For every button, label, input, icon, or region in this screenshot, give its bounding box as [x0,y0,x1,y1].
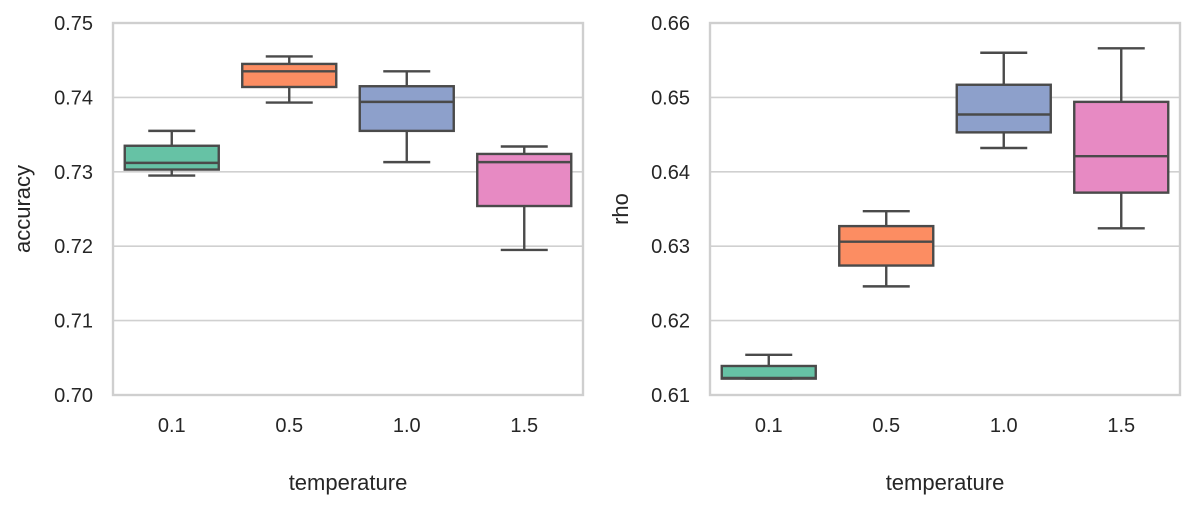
accuracy-xtick-label-0: 0.1 [158,415,186,437]
accuracy-box-0.5 [241,55,338,104]
rho-x-axis-label: temperature [886,470,1005,495]
rho-iqr-box-1.5 [1073,100,1170,194]
rho-iqr-box-0.5 [838,224,935,267]
rho-y-axis-label: rho [608,193,633,225]
rho-xtick-label-2: 1.0 [990,415,1018,437]
rho-iqr-box-1.0 [955,83,1052,134]
accuracy-ytick-label-2: 0.72 [54,236,93,258]
rho-ytick-label-1: 0.62 [651,311,690,333]
accuracy-xtick-label-3: 1.5 [510,415,538,437]
accuracy-iqr-box-0.1 [123,144,220,171]
rho-ytick-label-0: 0.61 [651,385,690,407]
rho-boxplot-panel: 0.61 0.62 0.63 0.64 0.65 0.66 0.1 0.5 1.0 1.5 temp… [608,13,1182,495]
accuracy-iqr-box-0.5 [241,62,338,89]
accuracy-boxplot-panel: 0.70 0.71 0.72 0.73 0.74 0.75 0.1 0.5 1.0 1.5 temp… [10,13,585,495]
rho-xtick-label-1: 0.5 [872,415,900,437]
accuracy-box-1.0 [358,70,455,164]
rho-box-1.0 [955,51,1052,150]
accuracy-xtick-label-2: 1.0 [393,415,421,437]
rho-xtick-label-3: 1.5 [1107,415,1135,437]
rho-box-0.5 [838,210,935,288]
rho-ytick-label-3: 0.64 [651,162,690,184]
rho-ytick-label-4: 0.65 [651,87,690,109]
rho-xtick-label-0: 0.1 [755,415,783,437]
accuracy-xtick-label-1: 0.5 [275,415,303,437]
accuracy-box-1.5 [476,145,573,252]
accuracy-plot-frame [111,21,585,397]
accuracy-ytick-label-1: 0.71 [54,311,93,333]
rho-ytick-label-5: 0.66 [651,13,690,35]
accuracy-iqr-box-1.0 [358,85,455,133]
accuracy-box-0.1 [123,129,220,177]
rho-box-1.5 [1073,47,1170,230]
rho-ytick-label-2: 0.63 [651,236,690,258]
rho-plot-frame [708,21,1182,397]
rho-box-0.1 [720,353,817,380]
accuracy-x-axis-label: temperature [289,470,408,495]
accuracy-ytick-label-5: 0.75 [54,13,93,35]
accuracy-ytick-label-0: 0.70 [54,385,93,407]
accuracy-ytick-label-3: 0.73 [54,162,93,184]
accuracy-ytick-label-4: 0.74 [54,87,93,109]
accuracy-y-axis-label: accuracy [10,165,35,253]
